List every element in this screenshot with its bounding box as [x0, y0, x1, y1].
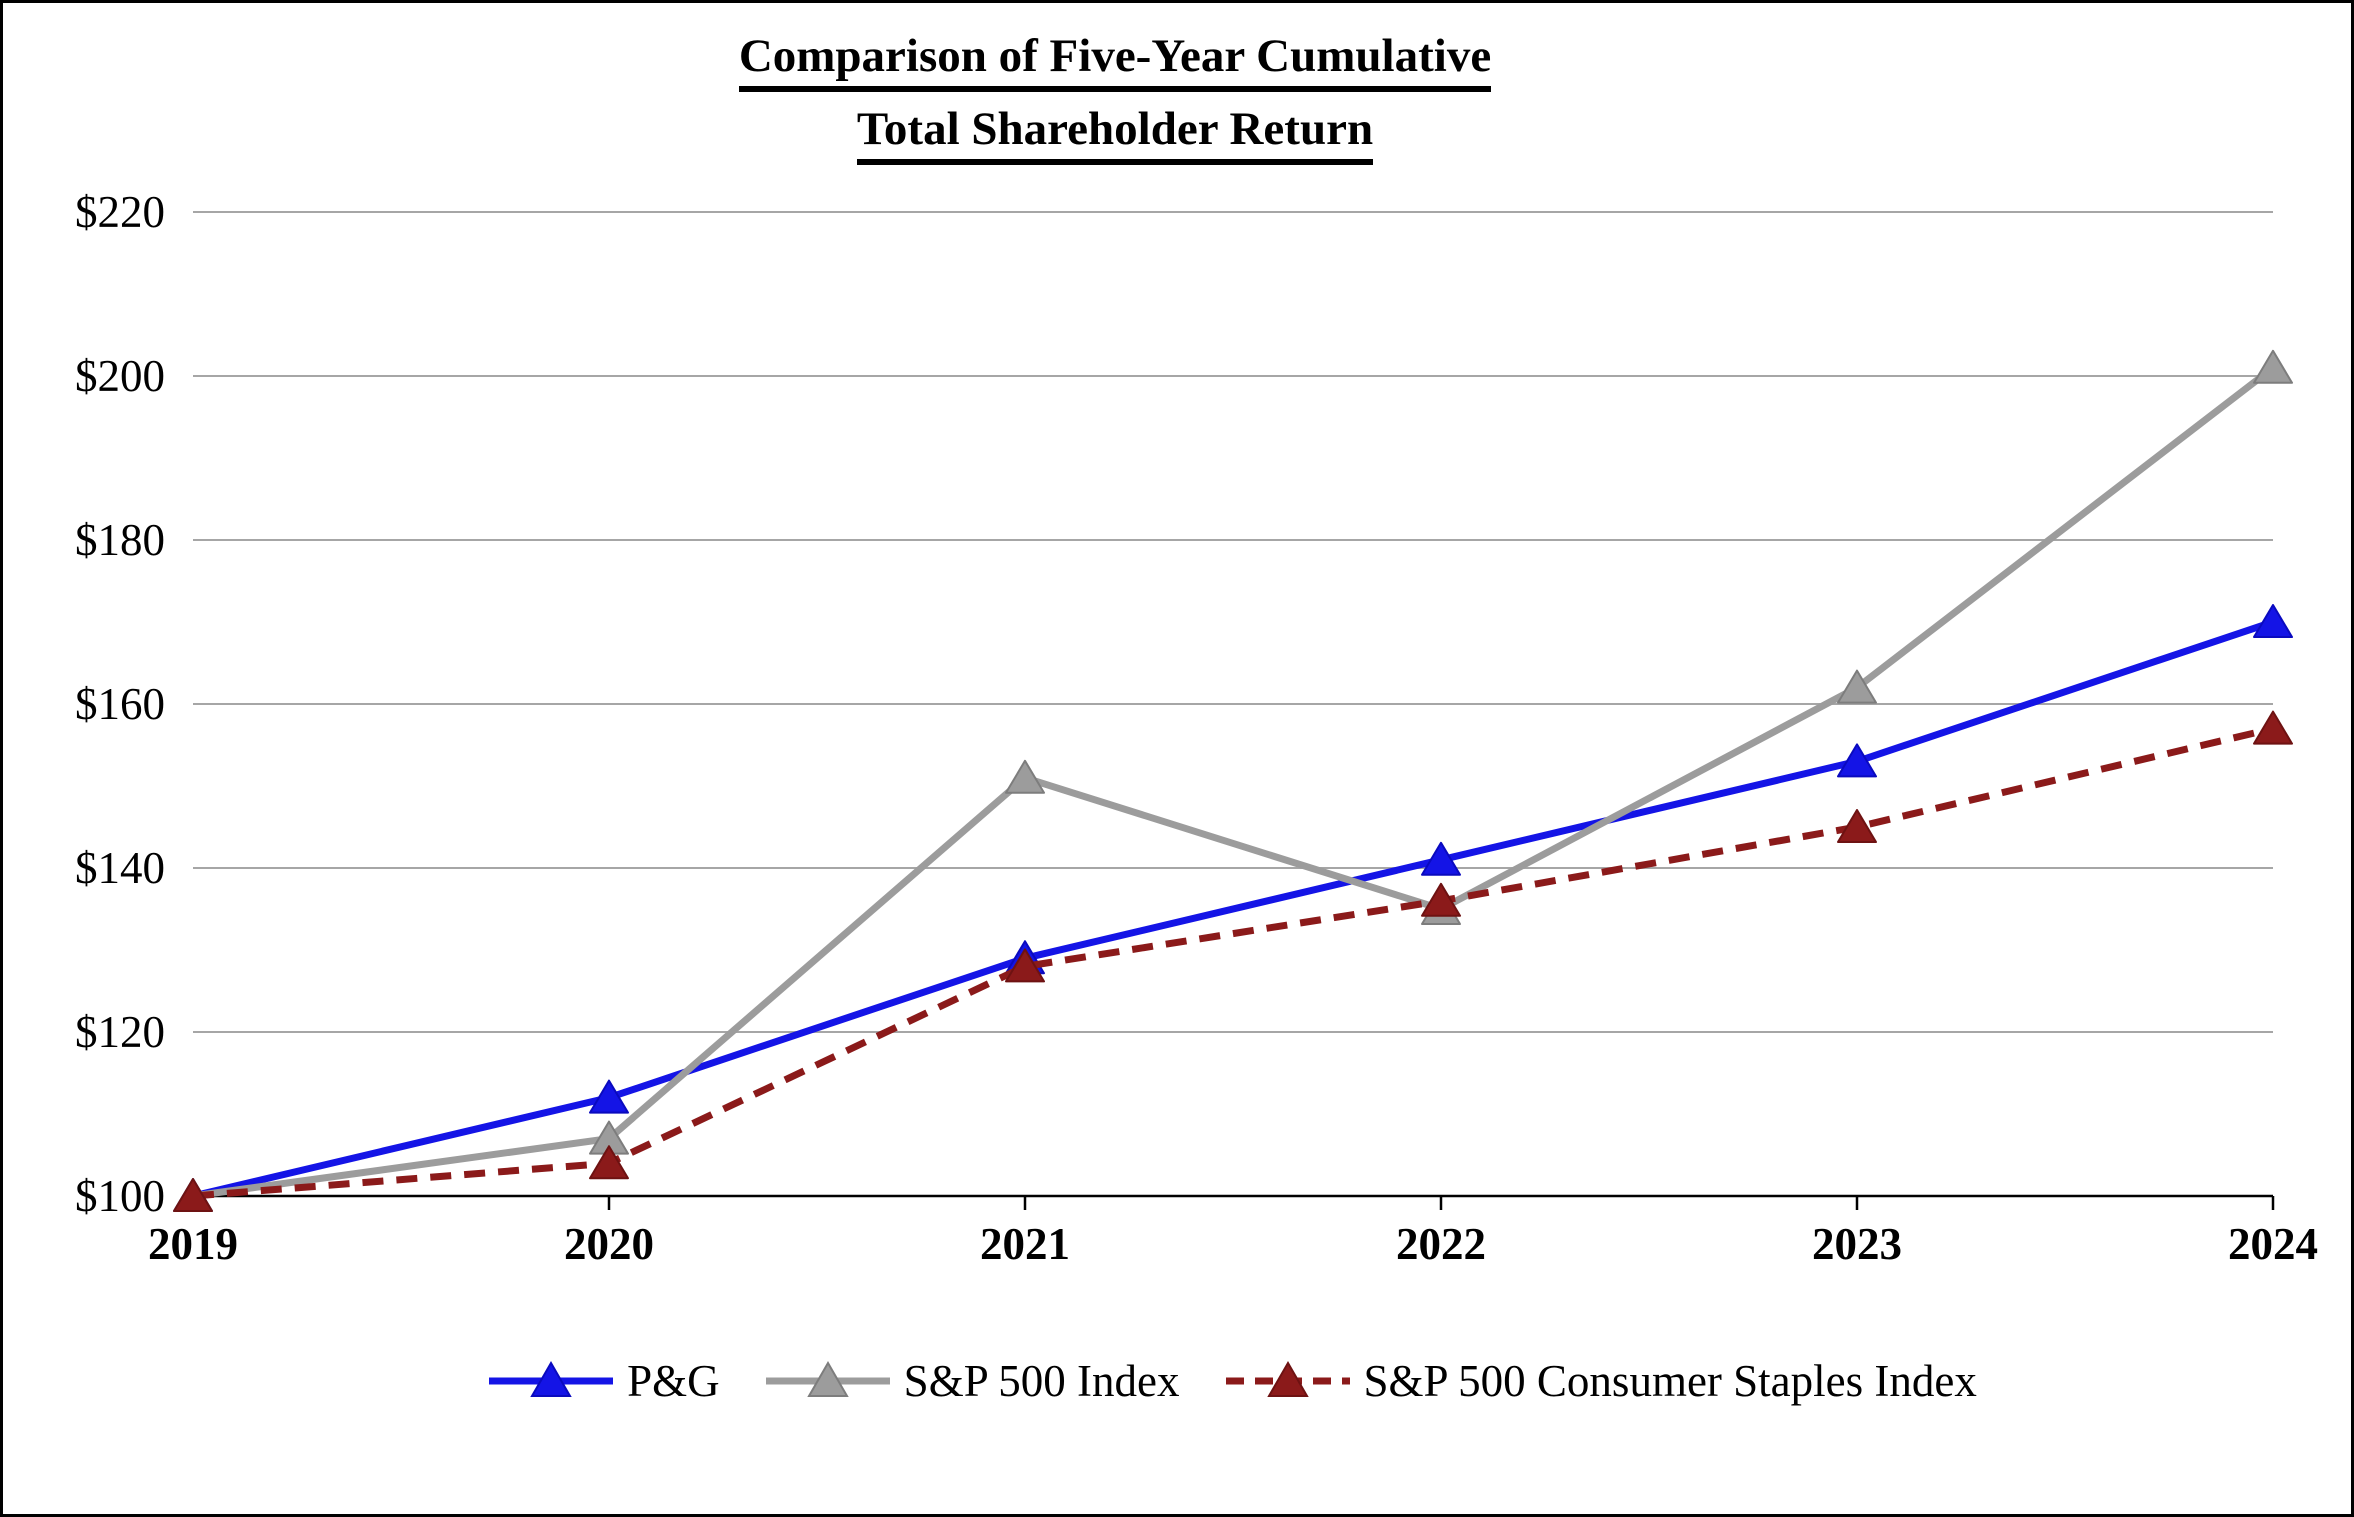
x-tick-label: 2019	[148, 1219, 238, 1269]
x-tick-label: 2020	[564, 1219, 654, 1269]
y-tick-label: $120	[75, 1007, 165, 1057]
series-marker-0	[2253, 604, 2293, 638]
y-tick-label: $160	[75, 679, 165, 729]
series-marker-0	[1421, 841, 1461, 876]
series-line-2	[192, 725, 2274, 1200]
series-marker-2	[1837, 809, 1877, 843]
series-marker-2	[173, 1178, 213, 1212]
series-marker-2	[589, 1145, 629, 1180]
chart-title-line-2: Total Shareholder Return	[856, 106, 1374, 165]
y-tick-label: $180	[75, 515, 165, 565]
y-tick-label: $200	[75, 351, 165, 401]
series-marker-1	[1005, 759, 1045, 794]
legend-item-staples: S&P 500 Consumer Staples Index	[1225, 1355, 1977, 1407]
y-tick-label: $220	[75, 187, 165, 237]
sp500-line-marker-icon	[765, 1360, 890, 1397]
chart-title: Comparison of Five-Year Cumulative Total…	[3, 33, 2227, 179]
series-marker-2	[1005, 948, 1045, 983]
legend-item-sp500: S&P 500 Index	[765, 1355, 1180, 1407]
series-marker-1	[1837, 669, 1877, 704]
legend-label-sp500: S&P 500 Index	[903, 1356, 1180, 1406]
y-tick-label: $140	[75, 843, 165, 893]
y-tick-label: $100	[75, 1171, 165, 1221]
series-marker-2	[1421, 882, 1461, 917]
x-tick-label: 2024	[2228, 1219, 2318, 1269]
legend-item-pg: P&G	[489, 1355, 720, 1407]
x-tick-label: 2021	[980, 1219, 1070, 1269]
series-line-0	[192, 618, 2275, 1200]
x-tick-label: 2022	[1396, 1219, 1486, 1269]
x-tick-label: 2023	[1812, 1219, 1902, 1269]
series-marker-0	[1837, 743, 1877, 778]
chart-title-line-1: Comparison of Five-Year Cumulative	[738, 33, 1492, 92]
series-marker-2	[2253, 710, 2293, 745]
pg-line-marker-icon	[489, 1360, 614, 1397]
legend-label-staples: S&P 500 Consumer Staples Index	[1363, 1356, 1977, 1406]
series-marker-0	[589, 1079, 629, 1114]
chart-legend: P&G S&P 500 Index S&P 500 Consumer Stapl…	[193, 1355, 2273, 1407]
chart-plot-area: $100 $120 $140 $160 $180 $200 $220 2019 2020 2021…	[75, 187, 2318, 1269]
legend-label-pg: P&G	[627, 1356, 720, 1406]
staples-line-marker-icon	[1225, 1360, 1350, 1397]
series-marker-1	[2253, 349, 2293, 384]
series-line-1	[192, 365, 2276, 1200]
